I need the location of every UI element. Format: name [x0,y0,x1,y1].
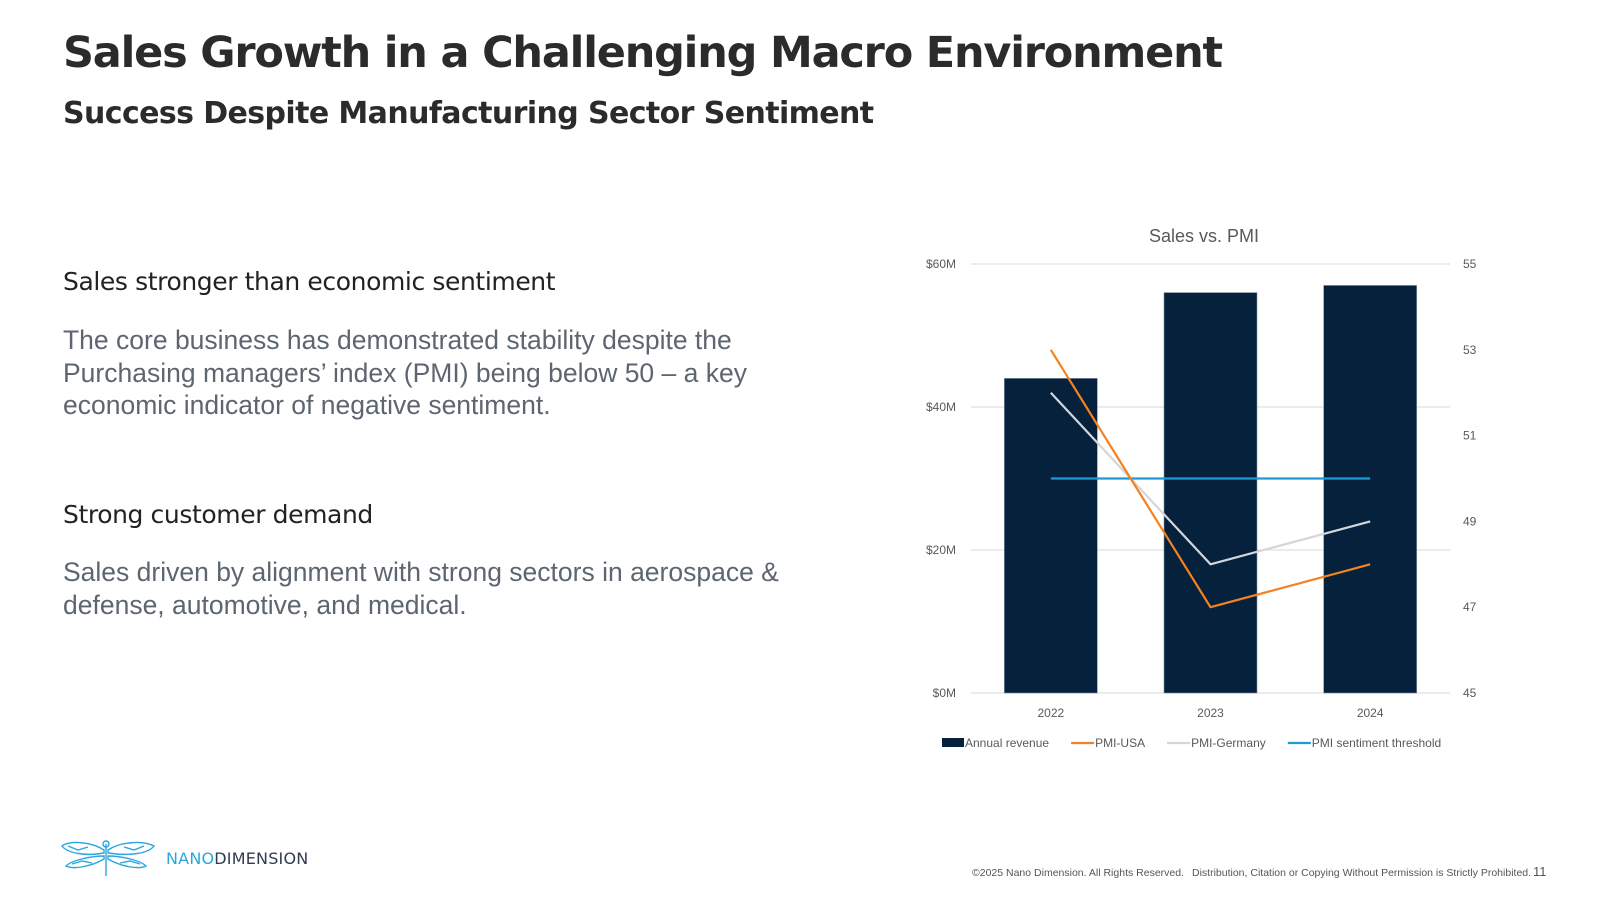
section-body-demand: Sales driven by alignment with strong se… [63,557,779,620]
left-axis-tick-label: $40M [926,400,956,414]
revenue-bar-2023 [1163,292,1258,694]
legend-label: Annual revenue [965,736,1049,750]
legend-label: PMI sentiment threshold [1312,736,1441,750]
right-axis-tick-label: 51 [1463,429,1477,443]
right-axis-tick-label: 53 [1463,343,1477,357]
footer-copyright: ©2025 Nano Dimension. All Rights Reserve… [972,867,1185,879]
section-heading-sentiment: Sales stronger than economic sentiment [63,267,556,296]
right-axis-tick-label: 55 [1463,257,1477,271]
axes: $0M $20M $40M $60M 45 47 49 51 53 55 2022 2023 2024 [926,257,1477,720]
dragonfly-icon [61,840,156,876]
right-axis-tick-label: 49 [1463,514,1477,528]
footer-notice: Distribution, Citation or Copying Withou… [1192,867,1532,879]
page-number: 11 [1533,864,1547,879]
x-axis-tick-label: 2022 [1037,706,1064,720]
chart-legend: Annual revenue PMI-USA PMI-Germany PMI sent… [942,736,1441,750]
right-axis-tick-label: 45 [1463,686,1477,700]
logo-nano: NANO [166,848,215,868]
legend-swatch-bar [942,738,964,747]
page-subtitle: Success Despite Manufacturing Sector Sen… [63,96,874,131]
revenue-bar-2024 [1323,285,1417,694]
page-title: Sales Growth in a Challenging Macro Envi… [63,28,1223,78]
section-heading-demand: Strong customer demand [63,500,373,529]
logo-dimension: DIMENSION [214,848,309,868]
legend-label: PMI-Germany [1191,736,1266,750]
x-axis-tick-label: 2023 [1197,706,1224,720]
revenue-bar-2022 [1004,378,1098,694]
left-axis-tick-label: $20M [926,543,956,557]
left-axis-tick-label: $60M [926,257,956,271]
bars [1004,285,1417,694]
logo-wordmark: NANODIMENSION [166,849,308,868]
section-body-sentiment: The core business has demonstrated stabi… [63,325,747,420]
right-axis-tick-label: 47 [1463,600,1477,614]
legend-label: PMI-USA [1095,736,1145,750]
chart-title: Sales vs. PMI [1149,226,1259,246]
lines [1049,349,1371,609]
x-axis-tick-label: 2024 [1357,706,1384,720]
company-logo: NANODIMENSION [58,838,308,878]
left-axis-tick-label: $0M [933,686,956,700]
